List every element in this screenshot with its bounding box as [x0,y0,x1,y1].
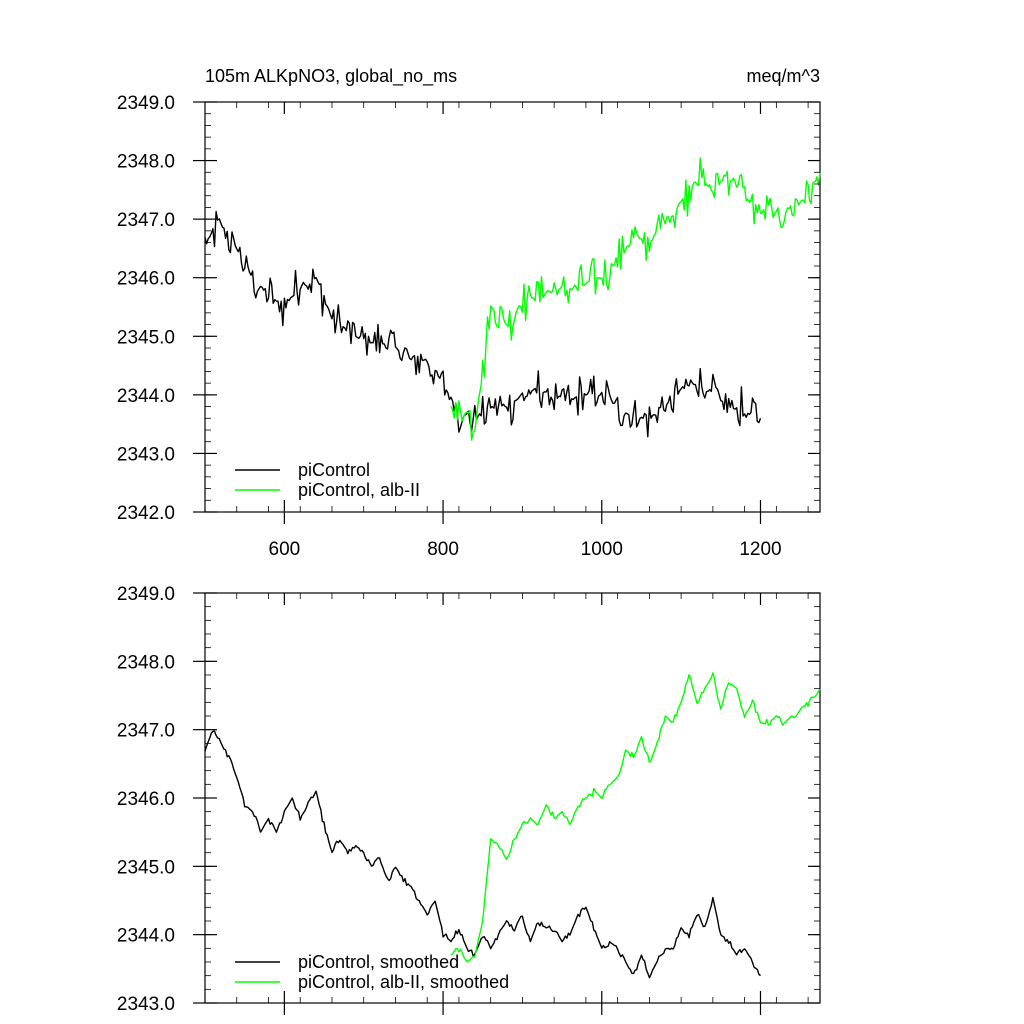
bottom-legend-label: piControl, smoothed [298,952,459,972]
top-plot-series [204,157,821,441]
units-label: meq/m^3 [747,66,820,86]
chart-title: 105m ALKpNO3, global_no_ms [205,66,457,87]
bottom-y-tick-label: 2349.0 [117,584,175,605]
top-y-tick-label: 2347.0 [117,210,175,231]
top-y-tick-label: 2348.0 [117,152,175,173]
top-y-tick-label: 2344.0 [117,386,175,407]
bottom-y-tick-label: 2344.0 [117,926,175,947]
top-series-line-0 [204,210,762,438]
bottom-plot-ticks: 2343.0 2344.0 2345.0 2346.0 2347.0 2348.0 2349… [117,584,820,1015]
top-y-tick-label: 2346.0 [117,269,175,290]
top-x-tick-label: 600 [269,539,301,560]
top-x-tick-label: 800 [427,539,459,560]
bottom-y-tick-label: 2345.0 [117,857,175,878]
bottom-legend-label: piControl, alb-II, smoothed [298,972,509,992]
top-plot-ticks: 2342.0 2343.0 2344.0 2345.0 2346.0 2347.0 2348… [117,93,820,560]
top-y-tick-label: 2342.0 [117,503,175,524]
top-x-tick-label: 1200 [739,539,781,560]
bottom-y-tick-label: 2347.0 [117,721,175,742]
top-y-tick-label: 2349.0 [117,93,175,114]
bottom-series-line-1 [450,672,821,963]
top-y-tick-label: 2343.0 [117,444,175,465]
bottom-y-tick-label: 2343.0 [117,994,175,1015]
top-legend-label: piControl [298,460,370,480]
bottom-plot-series [204,672,821,979]
top-plot-frame [204,101,821,513]
bottom-plot: 2343.0 2344.0 2345.0 2346.0 2347.0 2348.0 2349… [117,584,821,1015]
bottom-y-tick-label: 2346.0 [117,789,175,810]
top-x-tick-label: 1000 [581,539,623,560]
top-legend-label: piControl, alb-II [298,480,420,500]
top-plot: 2342.0 2343.0 2344.0 2345.0 2346.0 2347.0 2348… [117,93,821,560]
bottom-series-line-0 [204,730,761,979]
top-y-tick-label: 2345.0 [117,327,175,348]
bottom-y-tick-label: 2348.0 [117,652,175,673]
top-series-line-1 [450,157,821,441]
